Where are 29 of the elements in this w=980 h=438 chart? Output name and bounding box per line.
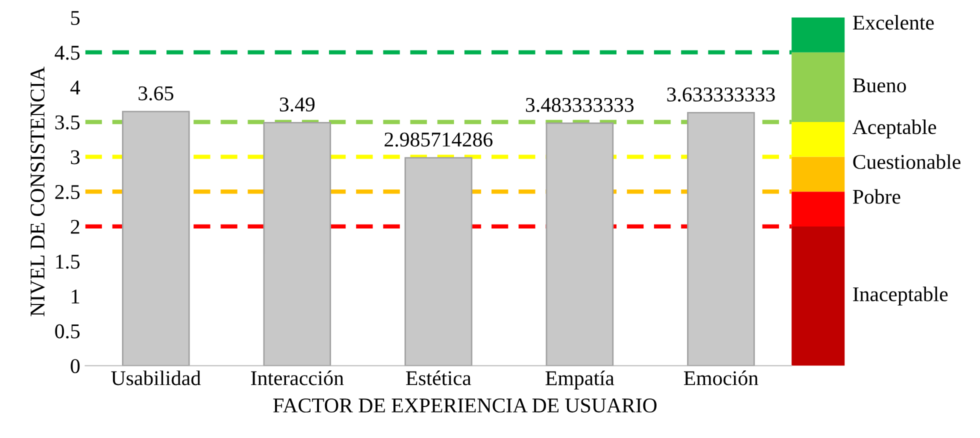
text: Bueno [852, 78, 906, 92]
y-axis-title: NIVEL DE CONSISTENCIA [30, 66, 45, 316]
y-tick-label: 2.5 [55, 185, 80, 200]
text: Inaceptable [853, 286, 948, 306]
x-tick-label: Emoción [684, 370, 758, 386]
y-tick-label: 4 [70, 80, 80, 94]
y-tick-label: 2 [70, 220, 80, 234]
y-tick-label: 0 [70, 359, 80, 374]
text: Pobre [852, 189, 900, 204]
data-label: 3.65 [138, 86, 174, 100]
y-tick-label: 1 [72, 290, 80, 304]
text: Cuestionable [853, 154, 960, 169]
y-tick-label: 5 [71, 11, 80, 25]
data-label: 2.985714286 [384, 132, 492, 147]
y-tick-label: 3 [70, 150, 80, 164]
data-label: 3.633333333 [667, 88, 775, 102]
y-tick-label: 4.5 [54, 46, 80, 60]
x-tick-label: Usabilidad [111, 370, 201, 386]
data-label: 3.49 [280, 98, 315, 112]
x-axis-title: FACTOR DE EXPERIENCIA DE USUARIO [273, 398, 656, 413]
text: Excelente [852, 15, 934, 30]
y-tick-label: 1.5 [56, 254, 80, 269]
x-tick-label: Empatía [546, 370, 614, 390]
y-tick-label: 0.5 [55, 324, 80, 338]
x-tick-label: Estética [406, 370, 472, 386]
data-label: 3.483333333 [526, 98, 634, 112]
text: Aceptable [852, 120, 936, 138]
x-tick-label: Interacción [251, 370, 344, 386]
y-tick-label: 3.5 [55, 115, 80, 130]
